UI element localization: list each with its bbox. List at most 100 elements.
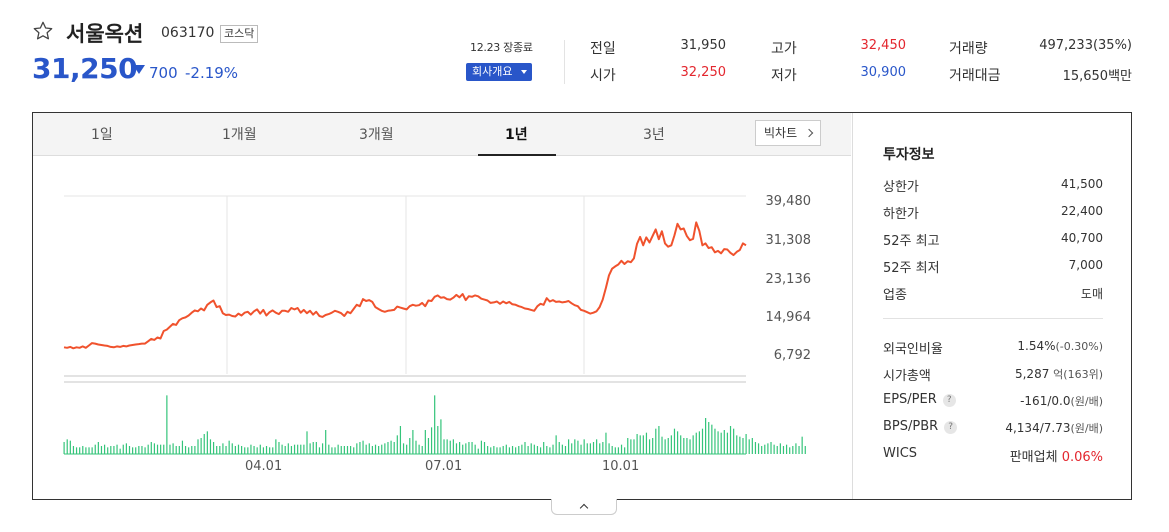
volume-bar <box>676 431 679 454</box>
volume-bar <box>272 447 274 454</box>
help-icon[interactable]: ? <box>942 394 956 407</box>
volume-bar <box>278 442 280 454</box>
volume-bar <box>754 442 757 454</box>
volume-bar <box>163 444 165 454</box>
volume-bar <box>564 446 567 454</box>
volume-bar <box>228 440 230 454</box>
x-tick-label: 04.01 <box>245 459 282 474</box>
x-tick-label: 07.01 <box>425 459 462 474</box>
volume-bar <box>293 444 296 454</box>
volume-bar <box>91 447 93 454</box>
volume-bar <box>720 432 722 454</box>
tab-1m[interactable]: 1개월 <box>222 127 257 143</box>
volume-bar <box>636 434 638 454</box>
volume-bar <box>241 446 243 454</box>
volume-bar <box>773 444 775 454</box>
volume-bar <box>63 442 65 454</box>
company-info-label: 회사개요 <box>472 65 513 78</box>
volume-bar <box>552 444 554 454</box>
volume-bar <box>714 428 716 454</box>
y-tick-label: 14,964 <box>766 310 812 325</box>
volume-bar <box>415 440 417 454</box>
market-close-status: 12.23 장종료 <box>470 41 533 54</box>
prev-close-value: 31,950 <box>680 38 727 53</box>
volume-bar <box>605 432 607 454</box>
volume-bar <box>225 446 227 454</box>
volume-bar <box>72 446 75 454</box>
volume-bar <box>745 434 747 454</box>
volume-bar <box>181 440 184 454</box>
volume-bar <box>701 428 704 454</box>
volume-bar <box>356 443 358 454</box>
volume-bar <box>365 444 367 454</box>
volume-bar <box>321 443 324 454</box>
trade-value-value: 15,650백만 <box>1062 69 1132 84</box>
volume-bar <box>689 439 691 454</box>
volume-bar <box>244 447 246 454</box>
bps-pbr: 4,134/7.73 <box>1005 421 1071 435</box>
volume-bar <box>518 446 520 454</box>
volume-bar <box>455 443 458 454</box>
volume-bar <box>729 426 732 454</box>
volume-bar <box>692 435 694 454</box>
caret-down-icon <box>521 70 527 74</box>
chevron-up-icon <box>579 503 589 513</box>
volume-value: 497,233(35%) <box>1039 38 1132 53</box>
volume-bar <box>530 443 532 454</box>
tab-1y[interactable]: 1년 <box>505 127 528 143</box>
volume-bar <box>69 440 71 454</box>
volume-bar <box>465 443 467 454</box>
help-icon[interactable]: ? <box>944 421 958 434</box>
volume-bar <box>458 442 461 454</box>
volume-bar <box>624 447 626 454</box>
volume-bar <box>589 443 591 454</box>
volume-bar <box>521 444 523 454</box>
volume-bar <box>172 443 174 454</box>
volume-bar <box>206 431 208 454</box>
volume-bar <box>670 435 672 454</box>
volume-bar <box>661 436 663 454</box>
star-outline-icon[interactable] <box>32 20 54 42</box>
volume-bar <box>608 443 610 454</box>
foreign-ratio-label: 외국인비율 <box>883 342 943 357</box>
volume-bar <box>353 447 355 454</box>
company-info-button[interactable]: 회사개요 <box>466 63 532 81</box>
volume-bar <box>539 447 542 454</box>
volume-bar <box>686 438 688 454</box>
eps-per-unit: (원/배) <box>1070 395 1103 408</box>
volume-bar <box>116 444 118 454</box>
volume-bar <box>399 426 402 454</box>
volume-bar <box>281 444 283 454</box>
volume-bar <box>384 443 386 454</box>
volume-bar <box>748 439 750 454</box>
volume-bar <box>648 439 651 454</box>
volume-bar <box>82 446 84 454</box>
tab-3y[interactable]: 3년 <box>643 127 665 143</box>
tab-1d[interactable]: 1일 <box>91 127 113 143</box>
volume-bar <box>599 443 601 454</box>
collapse-button[interactable] <box>551 499 617 515</box>
wics-sector[interactable]: 판매업체 <box>1009 450 1058 465</box>
wics-value: 판매업체 0.06% <box>1010 446 1103 465</box>
price-chart[interactable]: 39,480 31,308 23,136 14,964 6,792 04.01 07.01 1… <box>33 157 851 497</box>
volume-bar <box>515 447 517 454</box>
volume-bar <box>801 436 803 454</box>
volume-bar <box>262 447 265 454</box>
volume-bar <box>212 442 215 454</box>
volume-bar <box>412 430 414 454</box>
tab-3m[interactable]: 3개월 <box>359 127 394 143</box>
lower-limit-label: 하한가 <box>883 207 919 222</box>
high-value: 32,450 <box>860 38 907 53</box>
volume-bar <box>446 439 448 454</box>
volume-bar <box>138 446 140 454</box>
volume-bar <box>406 444 408 454</box>
volume-bar <box>655 428 657 454</box>
volume-bar <box>437 426 439 454</box>
bigchart-button[interactable]: 빅차트 <box>755 120 821 146</box>
bps-pbr-text: BPS/PBR <box>883 419 939 434</box>
volume-bar <box>499 447 501 454</box>
volume-bar <box>100 446 103 454</box>
x-tick-label: 10.01 <box>602 459 639 474</box>
volume-bar <box>94 444 96 454</box>
